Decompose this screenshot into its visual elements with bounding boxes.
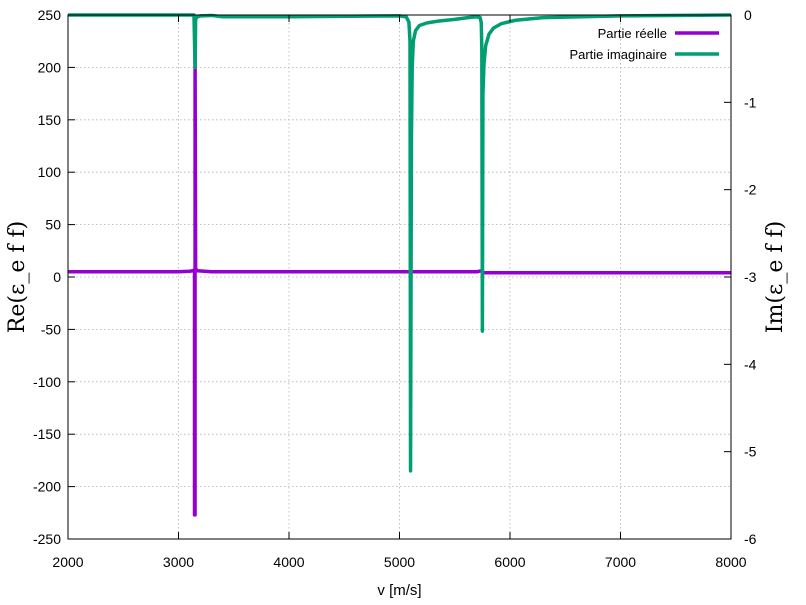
x-tick-label: 5000 (384, 554, 415, 570)
y-right-tick-label: -2 (744, 182, 757, 198)
x-tick-label: 7000 (605, 554, 636, 570)
y-left-tick-label: -150 (33, 426, 61, 442)
y-right-tick-label: -4 (744, 356, 757, 372)
y-right-tick-label: -5 (744, 444, 757, 460)
y-right-tick-label: -1 (744, 94, 757, 110)
y-left-tick-label: -200 (33, 479, 61, 495)
y-left-tick-label: -250 (33, 531, 61, 547)
x-tick-label: 3000 (163, 554, 194, 570)
x-tick-label: 2000 (52, 554, 83, 570)
legend-label-imag: Partie imaginaire (569, 47, 667, 62)
y-left-tick-label: -100 (33, 374, 61, 390)
y-left-tick-label: 200 (38, 59, 62, 75)
y-right-axis-title: Im(ε_e f f) (763, 221, 788, 333)
grid (68, 15, 731, 539)
x-tick-label: 6000 (494, 554, 525, 570)
legend-label-real: Partie réelle (598, 26, 667, 41)
y-left-tick-label: 50 (45, 217, 61, 233)
ticks: 2000 3000 4000 5000 6000 7000 8000250200150100… (33, 7, 757, 570)
y-left-tick-label: 250 (38, 7, 62, 23)
y-left-tick-label: 150 (38, 112, 62, 128)
x-axis-title: v [m/s] (377, 582, 421, 599)
x-tick-label: 4000 (273, 554, 304, 570)
y-left-tick-label: 100 (38, 164, 62, 180)
y-left-tick-label: 0 (53, 269, 61, 285)
y-right-tick-label: 0 (744, 7, 752, 23)
plot-series (68, 13, 732, 517)
y-left-axis-title: Re(ε_e f f) (5, 221, 30, 333)
y-right-tick-label: -6 (744, 531, 757, 547)
series-line-imag (68, 13, 732, 473)
y-left-tick-label: -50 (41, 321, 61, 337)
legend: Partie réelle Partie imaginaire (569, 26, 719, 62)
x-tick-label: 8000 (715, 554, 746, 570)
y-right-tick-label: -3 (744, 269, 757, 285)
